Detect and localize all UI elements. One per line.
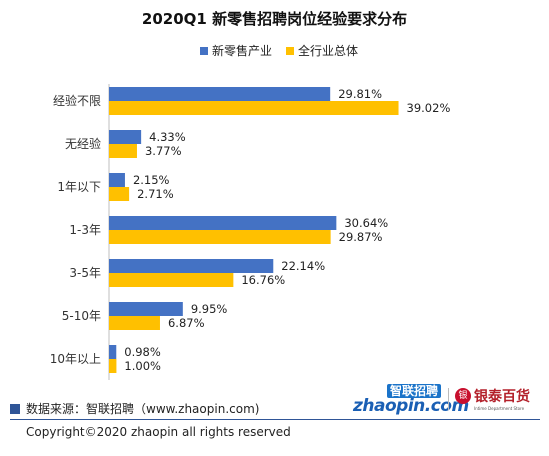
bar-series-1 [109,302,183,316]
legend-swatch-series-2 [286,46,295,55]
bar-series-1 [109,216,337,230]
category-label: 无经验 [65,136,101,151]
chart-legend: 新零售产业 全行业总体 [200,42,358,59]
data-label-series-1: 22.14% [281,259,325,273]
data-label-series-2: 16.76% [241,273,285,287]
data-label-series-2: 6.87% [168,316,205,330]
legend-label-series-2: 全行业总体 [298,44,359,58]
bar-series-1 [109,87,331,101]
bar-series-2 [109,316,160,330]
legend-item-series-2: 全行业总体 [286,42,358,59]
category-label: 10年以上 [50,352,101,366]
data-label-series-1: 0.98% [124,345,161,359]
chart-marks: 经验不限 29.81% 39.02% 无经验 4.33%3.77% 1年以下 2.15%2.… [50,84,451,380]
bar-series-1 [109,173,125,187]
data-label-series-1: 9.95% [191,302,228,316]
data-label-series-2: 1.00% [124,359,161,373]
data-label-series-1: 29.81% [338,87,382,101]
bar-series-2 [109,273,234,287]
legend-item-series-1: 新零售产业 [200,42,272,59]
bar-series-2 [109,359,117,373]
category-label: 5-10年 [62,309,101,323]
zhaopin-logo-cn: 智联招聘 [387,384,442,398]
yintai-logo-name: 银泰百货 [474,389,530,405]
legend-swatch-series-1 [200,46,208,55]
bar-chart: 经验不限 29.81% 39.02% 无经验 4.33%3.77% 1年以下 2.15%2.… [50,84,451,380]
bar-series-1 [109,345,117,359]
data-label-series-1: 30.64% [344,216,388,230]
bar-series-1 [109,259,274,273]
bar-series-1 [109,130,142,144]
bar-series-2 [109,101,399,115]
data-label-series-1: 2.15% [133,173,170,187]
data-label-series-2: 3.77% [145,144,182,158]
category-label: 3-5年 [69,266,101,280]
copyright-text: Copyright©2020 zhaopin all rights reserv… [26,425,291,439]
data-label-series-2: 39.02% [407,101,451,115]
category-label: 1年以下 [57,180,101,194]
category-label: 经验不限 [53,93,101,108]
yintai-logo-subtitle: Intime Department Store [474,406,525,411]
legend-label-series-1: 新零售产业 [212,44,273,58]
data-label-series-2: 2.71% [137,187,174,201]
zhaopin-logo-en: zhaopin.com [353,396,469,416]
source-square-icon [10,403,20,414]
chart-title: 2020Q1 新零售招聘岗位经验要求分布 [141,10,408,28]
category-label: 1-3年 [69,223,101,237]
yintai-logo: 银 银泰百货 Intime Department Store [455,384,543,416]
bar-series-2 [109,187,130,201]
data-source-text: 数据来源：智联招聘（www.zhaopin.com) [26,402,260,416]
bar-series-2 [109,144,137,158]
zhaopin-logo: 智联招聘 zhaopin.com [353,384,469,416]
bar-series-2 [109,230,331,244]
logo-separator [448,388,449,410]
data-label-series-1: 4.33% [149,130,186,144]
data-label-series-2: 29.87% [339,230,383,244]
footer-divider [10,419,540,420]
data-source: 数据来源：智联招聘（www.zhaopin.com) [10,400,259,417]
yintai-logo-mark-icon: 银 [455,388,471,404]
